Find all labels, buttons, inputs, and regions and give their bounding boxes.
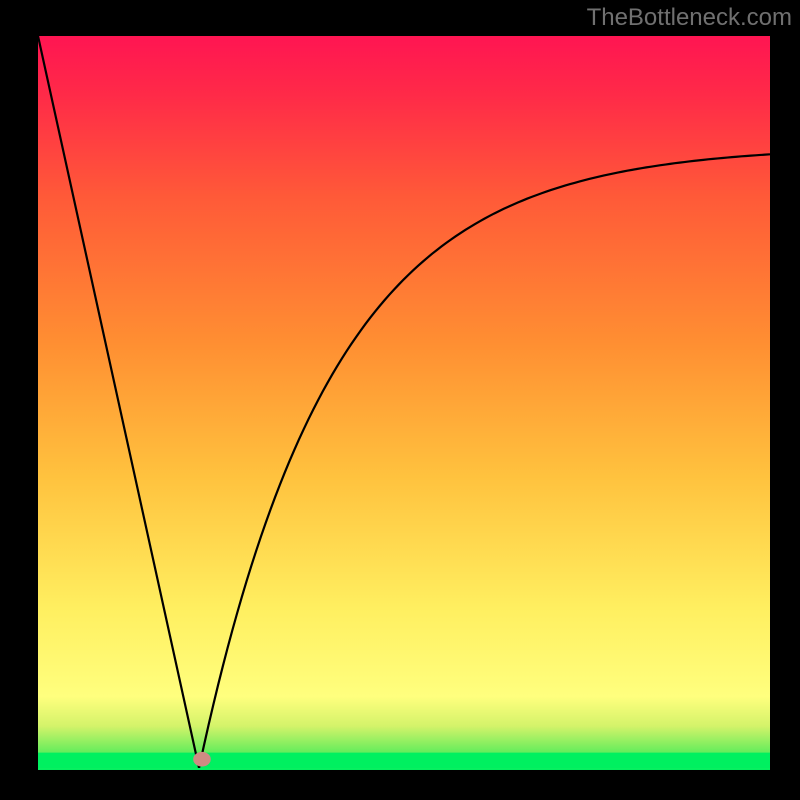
watermark-text: TheBottleneck.com	[587, 4, 792, 32]
min-marker	[193, 752, 211, 767]
chart-frame: TheBottleneck.com	[0, 0, 800, 800]
bottleneck-curve	[38, 36, 770, 768]
plot-area	[38, 36, 770, 770]
green-band	[38, 753, 770, 768]
curve-layer	[38, 36, 770, 768]
